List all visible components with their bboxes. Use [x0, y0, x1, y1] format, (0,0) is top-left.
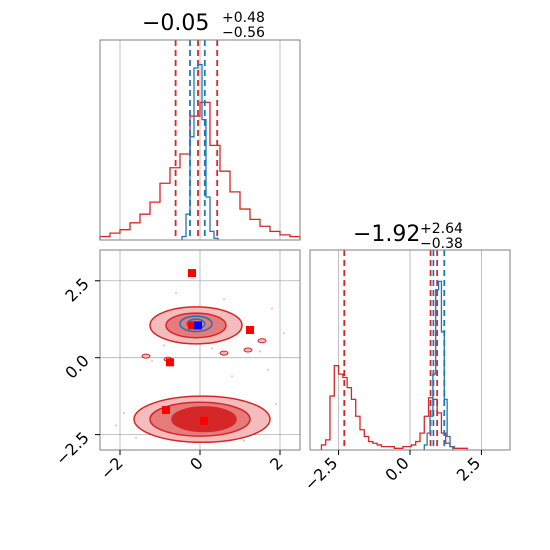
- red-marker: [188, 321, 196, 330]
- scatter-point: [243, 439, 245, 442]
- red-marker: [188, 269, 196, 278]
- red-contour-blip: [141, 353, 151, 359]
- red-marker: [162, 406, 170, 414]
- scatter-point: [223, 298, 225, 301]
- title-x1-plus: +2.64: [420, 221, 463, 237]
- tick-label-x: 2: [266, 453, 287, 474]
- title-x1-minus: −0.38: [420, 236, 463, 252]
- scatter-point: [275, 402, 277, 405]
- tick-label-x: 0.0: [381, 453, 412, 484]
- scatter-point: [211, 347, 213, 350]
- title-x1-median: −1.92: [353, 222, 420, 247]
- red-contour-blip: [243, 347, 253, 353]
- scatter-point: [163, 344, 165, 347]
- title-x0-minus: −0.56: [222, 25, 265, 41]
- panel-marginal-x0: [99, 39, 301, 241]
- red-contour-blip: [219, 350, 229, 356]
- tick-label-y: 2.5: [61, 274, 92, 305]
- scatter-point: [283, 332, 285, 335]
- tick-label-x: 0: [186, 453, 207, 474]
- title-x0-plus: +0.48: [222, 10, 265, 26]
- tick-label-x: −2.5: [300, 453, 341, 494]
- scatter-point: [151, 359, 153, 362]
- scatter-point: [115, 424, 117, 427]
- red-marker: [166, 358, 174, 367]
- tick-label-y: 0.0: [61, 351, 92, 382]
- scatter-point: [175, 292, 177, 295]
- red-marker: [246, 326, 254, 334]
- blue-marker: [194, 321, 202, 330]
- scatter-point: [231, 375, 233, 378]
- panel-2d-x0-x1: −2 0 2 −2.5 0.0 2.5: [52, 249, 301, 484]
- panel-marginal-x1: −2.5 0.0 2.5: [300, 249, 511, 494]
- scatter-point: [123, 412, 125, 415]
- scatter-point: [271, 307, 273, 310]
- histogram-step-blue: [423, 280, 454, 450]
- histogram-step-red: [320, 365, 468, 450]
- scatter-point: [267, 369, 269, 371]
- red-marker: [200, 416, 208, 425]
- tick-label-x: 2.5: [453, 453, 484, 484]
- red-contour-blip: [257, 338, 267, 344]
- blue-contour: [179, 315, 213, 333]
- histogram-step-blue: [181, 63, 219, 240]
- plot-area: [100, 250, 300, 450]
- title-x0-median: −0.05: [142, 11, 209, 36]
- title-x1: −1.92 +2.64 −0.38: [353, 221, 463, 252]
- tick-label-x: −2: [97, 453, 127, 483]
- scatter-point: [259, 350, 261, 353]
- axes-frame: [99, 39, 301, 241]
- tick-label-y: −2.5: [52, 428, 93, 469]
- histogram-step-red: [99, 101, 301, 240]
- title-x0: −0.05 +0.48 −0.56: [142, 10, 265, 41]
- scatter-point: [135, 436, 137, 439]
